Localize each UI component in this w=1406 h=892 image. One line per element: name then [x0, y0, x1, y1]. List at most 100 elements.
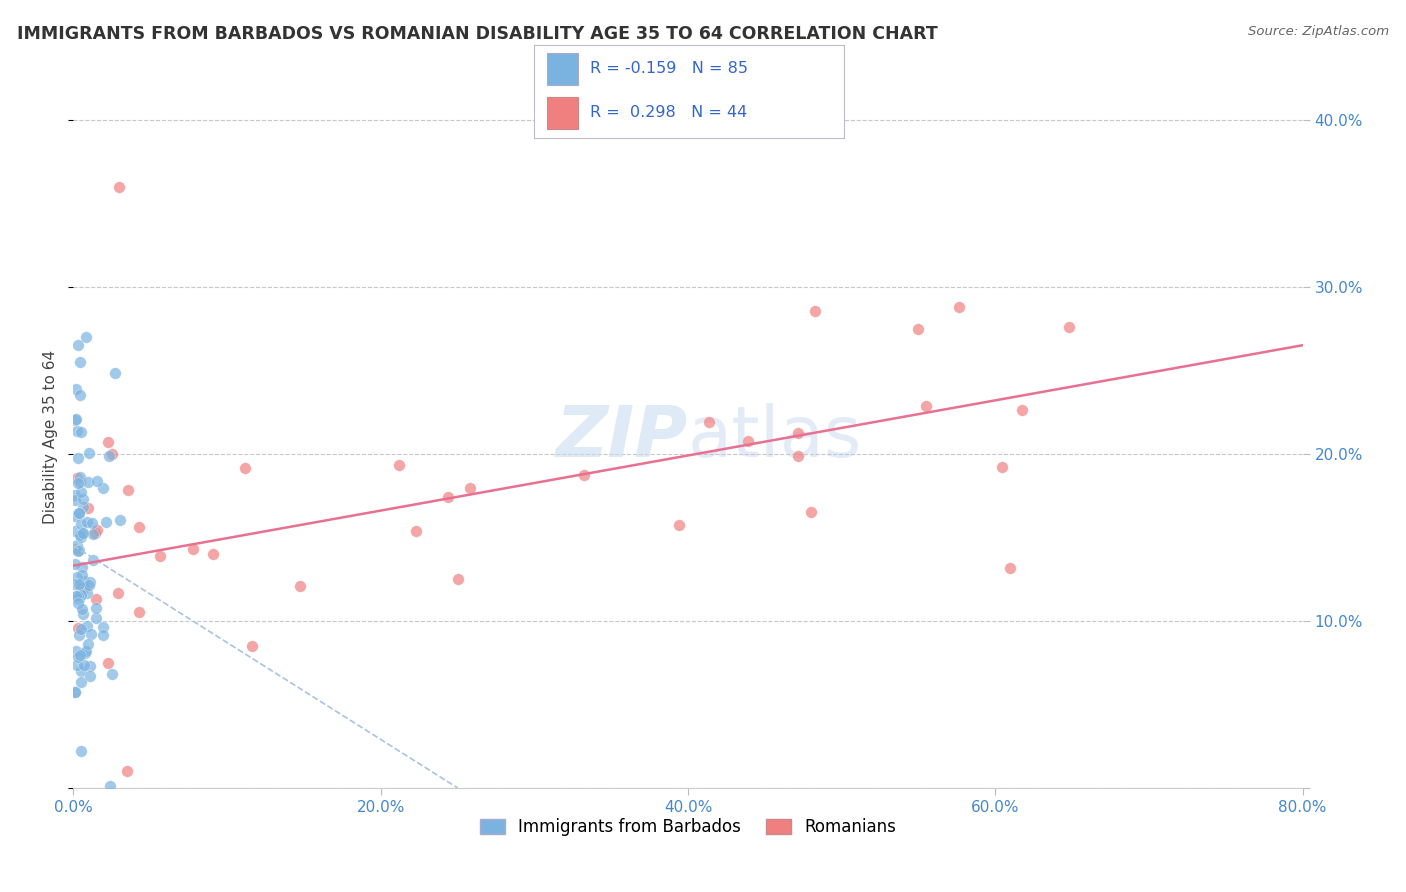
- Point: [405, 524, 427, 538]
- Point: [70, 622, 93, 636]
- Point: [67, 628, 90, 642]
- Point: [290, 579, 312, 593]
- Point: [948, 300, 970, 314]
- Point: [63, 558, 86, 572]
- Point: [804, 304, 827, 318]
- Point: [80, 627, 103, 641]
- Point: [67, 592, 90, 607]
- Point: [76, 501, 98, 516]
- Point: [84, 611, 107, 625]
- Point: [437, 490, 460, 504]
- Point: [73, 657, 96, 672]
- Point: [69, 475, 91, 489]
- Point: [97, 434, 120, 449]
- Point: [65, 589, 87, 603]
- Point: [70, 526, 93, 541]
- Point: [1057, 319, 1080, 334]
- Point: [76, 637, 98, 651]
- Point: [907, 321, 929, 335]
- Point: [63, 685, 86, 699]
- Point: [65, 538, 87, 552]
- Point: [458, 481, 481, 495]
- Text: atlas: atlas: [688, 402, 862, 472]
- Point: [800, 505, 823, 519]
- Y-axis label: Disability Age 35 to 64: Disability Age 35 to 64: [44, 350, 58, 524]
- Point: [73, 581, 96, 595]
- Point: [128, 520, 150, 534]
- Point: [72, 492, 94, 507]
- Point: [67, 506, 90, 520]
- Point: [91, 620, 114, 634]
- Point: [66, 621, 89, 635]
- Point: [73, 646, 96, 660]
- Point: [149, 549, 172, 564]
- Point: [107, 586, 129, 600]
- Point: [66, 657, 89, 672]
- Point: [67, 577, 90, 591]
- Text: ZIP: ZIP: [555, 402, 688, 472]
- Point: [104, 366, 127, 380]
- Point: [63, 577, 86, 591]
- Point: [91, 481, 114, 495]
- Point: [84, 591, 107, 606]
- Point: [65, 412, 87, 426]
- Point: [446, 572, 468, 586]
- Point: [72, 607, 94, 622]
- Point: [110, 513, 132, 527]
- Point: [66, 451, 89, 466]
- Point: [63, 685, 86, 699]
- Point: [69, 664, 91, 678]
- Bar: [547, 53, 578, 85]
- Text: R = -0.159   N = 85: R = -0.159 N = 85: [591, 62, 748, 77]
- Point: [181, 542, 204, 557]
- Point: [69, 485, 91, 500]
- Point: [70, 530, 93, 544]
- Point: [69, 425, 91, 440]
- Point: [75, 330, 97, 344]
- Point: [66, 596, 89, 610]
- Point: [63, 509, 86, 524]
- Point: [242, 639, 264, 653]
- Point: [82, 553, 104, 567]
- Point: [84, 601, 107, 615]
- Point: [76, 515, 98, 529]
- Point: [97, 656, 120, 670]
- Point: [70, 602, 93, 616]
- Point: [786, 449, 808, 463]
- Point: [66, 544, 89, 558]
- Point: [115, 764, 138, 779]
- Point: [67, 476, 90, 491]
- Point: [79, 575, 101, 590]
- Point: [70, 744, 93, 758]
- Point: [100, 666, 122, 681]
- Point: [63, 488, 86, 502]
- Point: [91, 628, 114, 642]
- Point: [572, 468, 595, 483]
- Text: R =  0.298   N = 44: R = 0.298 N = 44: [591, 105, 747, 120]
- Point: [101, 447, 124, 461]
- Point: [69, 470, 91, 484]
- Point: [72, 525, 94, 540]
- Point: [915, 400, 938, 414]
- Point: [80, 516, 103, 530]
- Point: [66, 650, 89, 665]
- Point: [77, 446, 100, 460]
- Point: [86, 475, 108, 489]
- Point: [67, 506, 90, 520]
- Point: [201, 547, 224, 561]
- Point: [69, 355, 91, 369]
- Text: IMMIGRANTS FROM BARBADOS VS ROMANIAN DISABILITY AGE 35 TO 64 CORRELATION CHART: IMMIGRANTS FROM BARBADOS VS ROMANIAN DIS…: [17, 25, 938, 43]
- Text: Source: ZipAtlas.com: Source: ZipAtlas.com: [1249, 25, 1389, 38]
- Point: [1000, 561, 1022, 575]
- Point: [65, 383, 87, 397]
- Point: [83, 526, 105, 541]
- Point: [70, 674, 93, 689]
- Point: [63, 541, 86, 556]
- Point: [235, 461, 257, 475]
- Point: [66, 471, 89, 485]
- Point: [737, 434, 759, 448]
- Point: [65, 644, 87, 658]
- Point: [63, 413, 86, 427]
- Point: [63, 524, 86, 538]
- Point: [63, 493, 86, 508]
